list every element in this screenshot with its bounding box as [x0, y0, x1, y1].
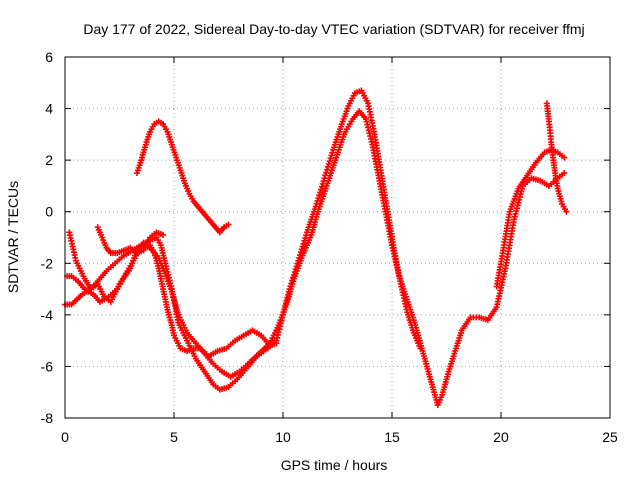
data-point-marker — [288, 280, 295, 287]
data-point-marker — [313, 200, 320, 207]
y-tick-label: -2 — [41, 255, 54, 271]
series-arc-6 — [273, 87, 424, 352]
data-point-marker — [294, 260, 301, 267]
y-tick-label: 0 — [45, 204, 53, 220]
data-point-marker — [225, 221, 232, 228]
data-point-marker — [302, 235, 309, 242]
data-point-marker — [301, 237, 308, 244]
data-point-marker — [561, 170, 568, 177]
chart-title: Day 177 of 2022, Sidereal Day-to-day VTE… — [83, 21, 584, 37]
x-tick-label: 20 — [493, 429, 509, 445]
data-point-marker — [328, 152, 335, 159]
data-point-marker — [290, 271, 297, 278]
data-point-marker — [286, 286, 293, 293]
data-point-marker — [316, 192, 323, 199]
data-point-marker — [287, 283, 294, 290]
data-point-marker — [561, 154, 568, 161]
y-tick-label: 4 — [45, 101, 53, 117]
data-point-marker — [327, 155, 334, 162]
data-point-marker — [315, 195, 322, 202]
data-point-marker — [303, 232, 310, 239]
x-tick-label: 0 — [61, 429, 69, 445]
data-point-marker — [320, 178, 327, 185]
data-point-marker — [299, 243, 306, 250]
data-point-marker — [295, 257, 302, 264]
data-point-marker — [160, 231, 167, 238]
data-point-marker — [318, 183, 325, 190]
data-point-marker — [314, 197, 321, 204]
data-point-marker — [317, 186, 324, 193]
data-point-marker — [326, 158, 333, 165]
series-arc-1 — [62, 239, 280, 360]
y-tick-label: -8 — [41, 410, 54, 426]
data-point-marker — [291, 269, 298, 276]
data-point-marker — [322, 172, 329, 179]
plot-frame — [64, 56, 611, 419]
data-point-marker — [563, 208, 570, 215]
data-point-marker — [297, 252, 304, 259]
y-tick-label: 2 — [45, 152, 53, 168]
x-tick-label: 10 — [275, 429, 291, 445]
y-tick-label: -6 — [41, 358, 54, 374]
y-axis-label: SDTVAR / TECUs — [5, 181, 21, 293]
data-point-marker — [323, 169, 330, 176]
data-point-marker — [324, 166, 331, 173]
data-point-marker — [290, 274, 297, 281]
data-point-marker — [292, 266, 299, 273]
data-point-marker — [325, 161, 332, 168]
series-arc-4 — [133, 118, 232, 236]
data-point-marker — [298, 246, 305, 253]
data-point-marker — [293, 263, 300, 270]
data-point-marker — [289, 277, 296, 284]
y-tick-label: -4 — [41, 307, 54, 323]
data-point-marker — [321, 175, 328, 182]
grid — [65, 57, 610, 418]
data-point-marker — [319, 180, 326, 187]
data-point-marker — [297, 249, 304, 256]
data-point-marker — [300, 240, 307, 247]
data-point-marker — [317, 189, 324, 196]
series-arc-2 — [64, 234, 278, 393]
x-tick-label: 15 — [384, 429, 400, 445]
data-point-marker — [329, 149, 336, 156]
x-tick-label: 5 — [170, 429, 178, 445]
data-point-marker — [296, 254, 303, 261]
data-point-marker — [417, 345, 424, 352]
x-tick-label: 25 — [602, 429, 618, 445]
y-tick-label: 6 — [45, 49, 53, 65]
data-points — [62, 87, 570, 409]
x-axis-label: GPS time / hours — [281, 457, 388, 473]
series-arc-5 — [94, 224, 167, 256]
data-point-marker — [324, 163, 331, 170]
data-point-marker — [312, 203, 319, 210]
series-arc-8 — [543, 100, 570, 215]
